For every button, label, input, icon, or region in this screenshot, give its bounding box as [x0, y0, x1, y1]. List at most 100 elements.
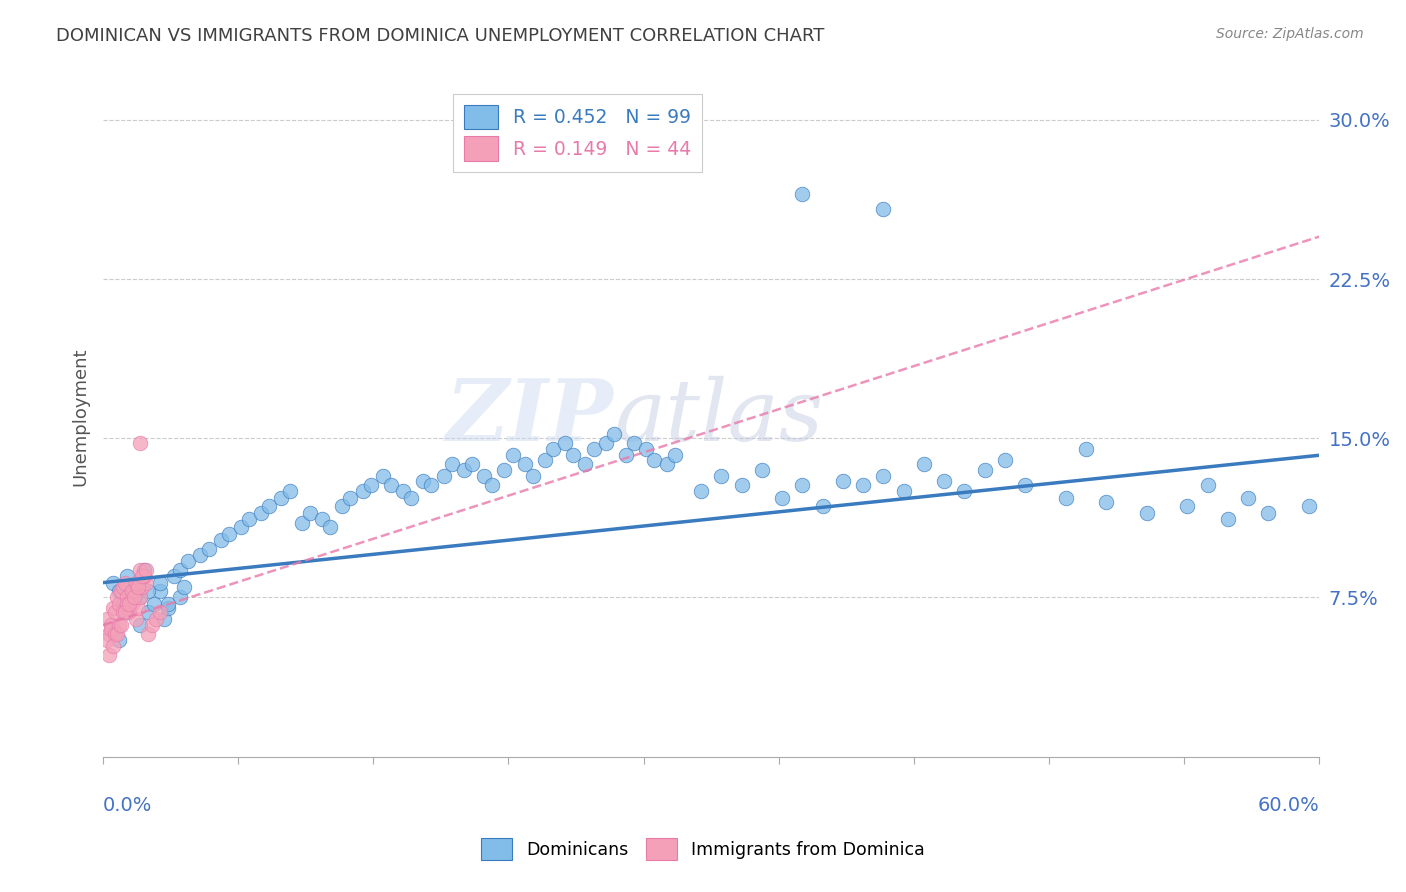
Text: 0.0%: 0.0% — [103, 796, 152, 814]
Text: Source: ZipAtlas.com: Source: ZipAtlas.com — [1216, 27, 1364, 41]
Point — [156, 601, 179, 615]
Point — [114, 575, 136, 590]
Point — [872, 202, 894, 216]
Point — [380, 478, 402, 492]
Text: DOMINICAN VS IMMIGRANTS FROM DOMINICA UNEMPLOYMENT CORRELATION CHART: DOMINICAN VS IMMIGRANTS FROM DOMINICA UN… — [56, 27, 824, 45]
Point — [311, 512, 333, 526]
Point — [792, 187, 814, 202]
Point — [112, 597, 135, 611]
Point — [291, 516, 314, 531]
Point — [128, 563, 150, 577]
Point — [153, 612, 176, 626]
Point — [173, 580, 195, 594]
Point — [953, 484, 976, 499]
Point — [792, 478, 814, 492]
Legend: R = 0.452   N = 99, R = 0.149   N = 44: R = 0.452 N = 99, R = 0.149 N = 44 — [453, 94, 703, 172]
Point — [412, 474, 434, 488]
Point — [209, 533, 232, 548]
Point — [169, 563, 191, 577]
Point — [132, 563, 155, 577]
Point — [141, 618, 163, 632]
Point — [371, 469, 394, 483]
Point — [1136, 506, 1159, 520]
Point — [149, 575, 172, 590]
Point — [1197, 478, 1219, 492]
Point — [122, 584, 145, 599]
Point — [110, 584, 132, 599]
Point — [1095, 495, 1118, 509]
Point — [636, 442, 658, 456]
Point — [811, 499, 834, 513]
Y-axis label: Unemployment: Unemployment — [72, 348, 89, 486]
Point — [177, 554, 200, 568]
Point — [149, 605, 172, 619]
Point — [98, 648, 121, 662]
Point — [574, 457, 596, 471]
Point — [149, 584, 172, 599]
Point — [127, 580, 149, 594]
Point — [124, 575, 146, 590]
Point — [218, 526, 240, 541]
Point — [128, 435, 150, 450]
Point — [513, 457, 536, 471]
Point — [1014, 478, 1036, 492]
Point — [603, 427, 626, 442]
Point — [229, 520, 252, 534]
Point — [494, 463, 516, 477]
Point — [131, 569, 153, 583]
Point — [103, 601, 125, 615]
Point — [319, 520, 342, 534]
Point — [190, 548, 212, 562]
Point — [872, 469, 894, 483]
Point — [433, 469, 456, 483]
Point — [104, 605, 127, 619]
Point — [973, 463, 995, 477]
Point — [114, 605, 136, 619]
Legend: Dominicans, Immigrants from Dominica: Dominicans, Immigrants from Dominica — [474, 831, 932, 867]
Point — [352, 484, 374, 499]
Point — [105, 626, 128, 640]
Point — [145, 612, 167, 626]
Point — [127, 601, 149, 615]
Point — [108, 597, 131, 611]
Point — [103, 640, 125, 654]
Point — [1298, 499, 1320, 513]
Point — [664, 448, 686, 462]
Point — [197, 541, 219, 556]
Point — [1054, 491, 1077, 505]
Point — [831, 474, 853, 488]
Point — [472, 469, 495, 483]
Point — [96, 612, 118, 626]
Point — [169, 591, 191, 605]
Point — [893, 484, 915, 499]
Point — [360, 478, 382, 492]
Point — [1074, 442, 1097, 456]
Point — [270, 491, 292, 505]
Point — [112, 605, 135, 619]
Point — [163, 569, 186, 583]
Point — [112, 580, 135, 594]
Point — [96, 632, 118, 647]
Point — [135, 575, 157, 590]
Point — [100, 623, 122, 637]
Point — [142, 597, 165, 611]
Point — [156, 597, 179, 611]
Point — [128, 591, 150, 605]
Point — [1237, 491, 1260, 505]
Point — [105, 591, 128, 605]
Point — [278, 484, 301, 499]
Point — [128, 618, 150, 632]
Point — [118, 605, 141, 619]
Point — [131, 580, 153, 594]
Point — [103, 623, 125, 637]
Point — [1177, 499, 1199, 513]
Point — [623, 435, 645, 450]
Text: ZIP: ZIP — [446, 376, 614, 458]
Point — [994, 452, 1017, 467]
Point — [770, 491, 793, 505]
Point — [108, 618, 131, 632]
Point — [136, 584, 159, 599]
Point — [110, 618, 132, 632]
Point — [399, 491, 422, 505]
Point — [136, 605, 159, 619]
